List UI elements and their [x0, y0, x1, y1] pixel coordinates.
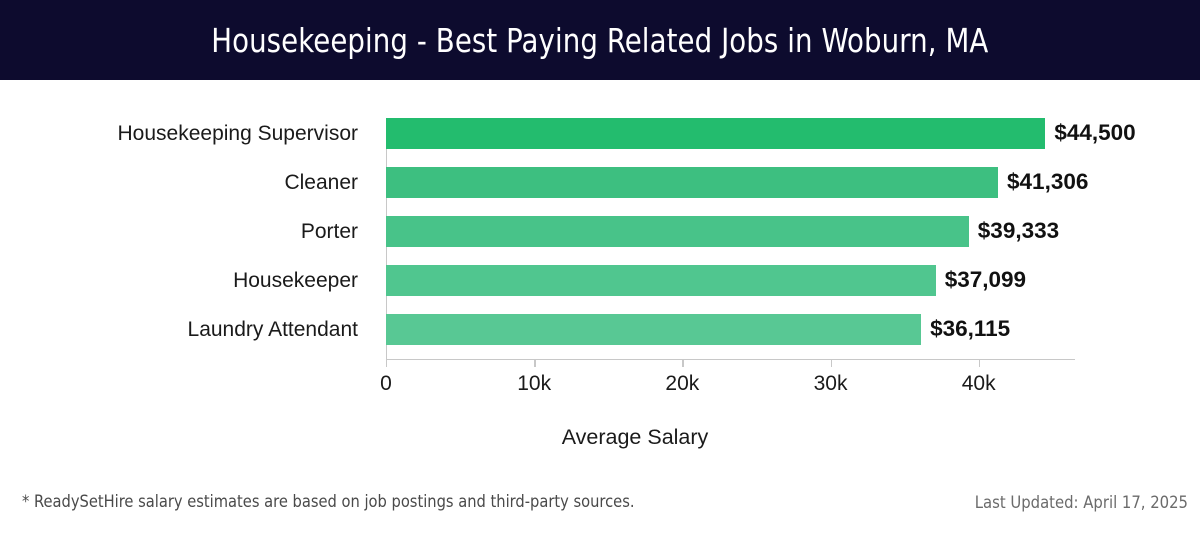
x-tick-label-2: 20k [665, 372, 700, 395]
bar-value-label-0: $44,500 [1054, 120, 1136, 146]
x-tick-3 [830, 360, 832, 367]
chart-header-bar: Housekeeping - Best Paying Related Jobs … [0, 0, 1200, 80]
y-tick-label-0: Housekeeping Supervisor [117, 121, 358, 145]
y-tick-label-2: Porter [300, 219, 358, 243]
plot-area: $44,500 $41,306 $39,333 $37,099 $36,115 [386, 118, 1136, 360]
bar-4[interactable] [386, 314, 922, 345]
footnote: * ReadySetHire salary estimates are base… [22, 492, 635, 512]
y-tick-label-3: Housekeeper [233, 268, 358, 292]
bar-0[interactable] [386, 118, 1046, 149]
bar-row-4[interactable]: $36,115 [386, 314, 1010, 345]
last-updated: Last Updated: April 17, 2025 [974, 493, 1188, 512]
x-tick-2 [682, 360, 684, 367]
bar-value-label-3: $37,099 [944, 267, 1027, 293]
chart-canvas: Housekeeping Supervisor Cleaner Porter H… [0, 80, 1200, 480]
bar-value-label-1: $41,306 [1007, 169, 1089, 195]
x-tick-0 [386, 360, 388, 367]
x-tick-label-4: 40k [961, 372, 996, 395]
bar-value-label-2: $39,333 [977, 218, 1060, 244]
x-tick-label-0: 0 [380, 372, 392, 395]
bar-row-1[interactable]: $41,306 [386, 167, 1088, 198]
x-axis-title-text: Average Salary [561, 425, 709, 449]
x-tick-label-1: 10k [517, 372, 552, 395]
bar-3[interactable] [386, 265, 936, 296]
x-tick-1 [534, 360, 536, 367]
chart-footer: * ReadySetHire salary estimates are base… [0, 492, 1200, 540]
y-tick-label-1: Cleaner [284, 170, 358, 194]
bar-row-0[interactable]: $44,500 [386, 118, 1136, 149]
x-tick-4 [978, 360, 981, 367]
y-tick-label-4: Laundry Attendant [187, 317, 358, 341]
bar-2[interactable] [386, 216, 969, 247]
bar-value-label-4: $36,115 [930, 316, 1011, 342]
bars-container: $44,500 $41,306 $39,333 $37,099 $36,115 [386, 118, 1136, 360]
bar-row-2[interactable]: $39,333 [386, 216, 1059, 247]
x-tick-label-3: 30k [813, 372, 848, 395]
x-axis-line [386, 358, 1075, 360]
bar-row-3[interactable]: $37,099 [386, 265, 1026, 296]
x-axis-title: Average Salary [0, 425, 1200, 450]
page-title: Housekeeping - Best Paying Related Jobs … [211, 20, 989, 60]
bar-1[interactable] [386, 167, 999, 198]
x-axis-ticks: 0 10k 20k 30k 40k [380, 360, 1075, 420]
y-axis-labels: Housekeeping Supervisor Cleaner Porter H… [0, 118, 372, 360]
